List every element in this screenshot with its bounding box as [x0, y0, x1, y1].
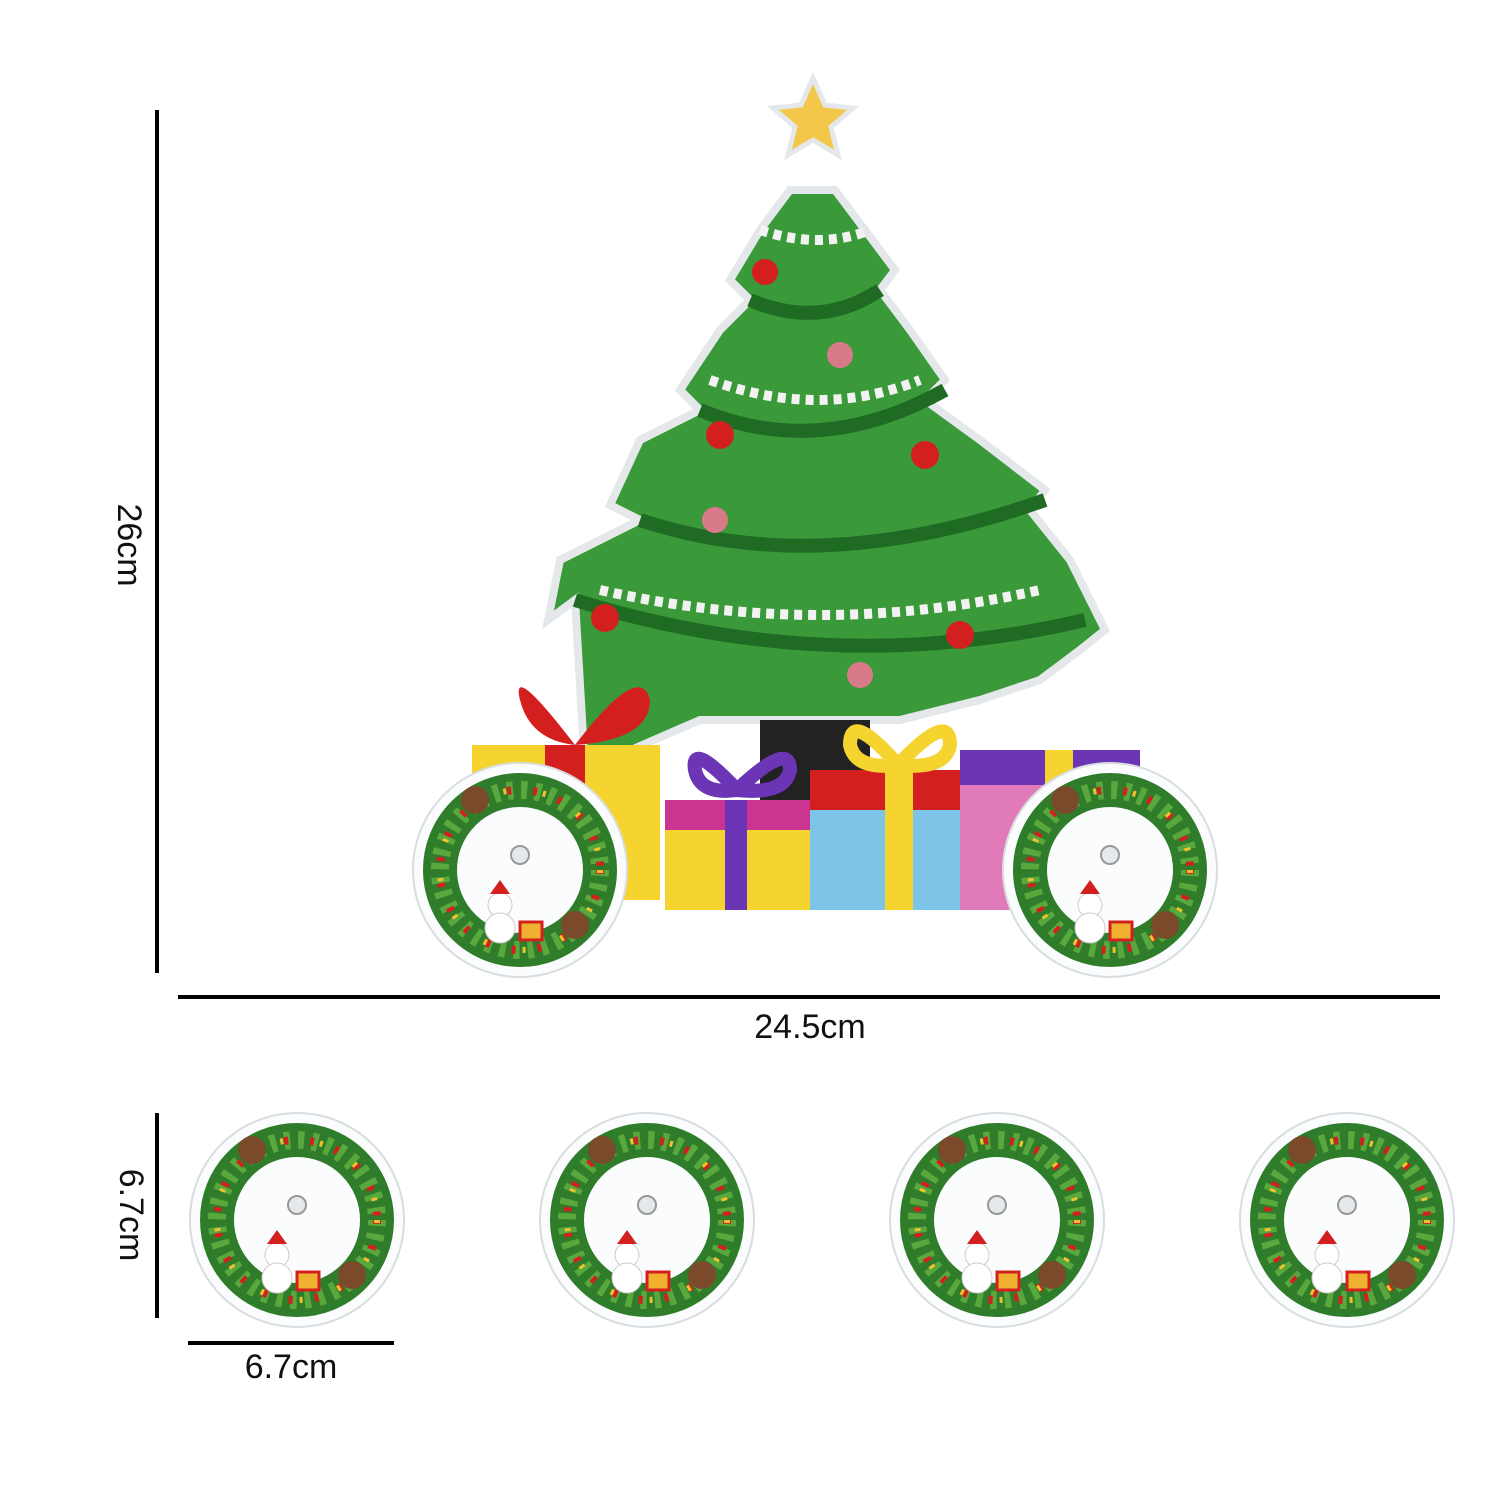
tree-ornament: [542, 71, 1111, 800]
coaster: [190, 1113, 404, 1327]
wreath-stand: [413, 763, 627, 977]
coaster: [1240, 1113, 1454, 1327]
coaster-width-label: 6.7cm: [245, 1348, 338, 1386]
wreath-stand: [1003, 763, 1217, 977]
coaster: [890, 1113, 1104, 1327]
coaster-height-label: 6.7cm: [112, 1169, 150, 1262]
width-label: 24.5cm: [754, 1008, 866, 1046]
coaster: [540, 1113, 754, 1327]
height-label: 26cm: [110, 503, 148, 586]
